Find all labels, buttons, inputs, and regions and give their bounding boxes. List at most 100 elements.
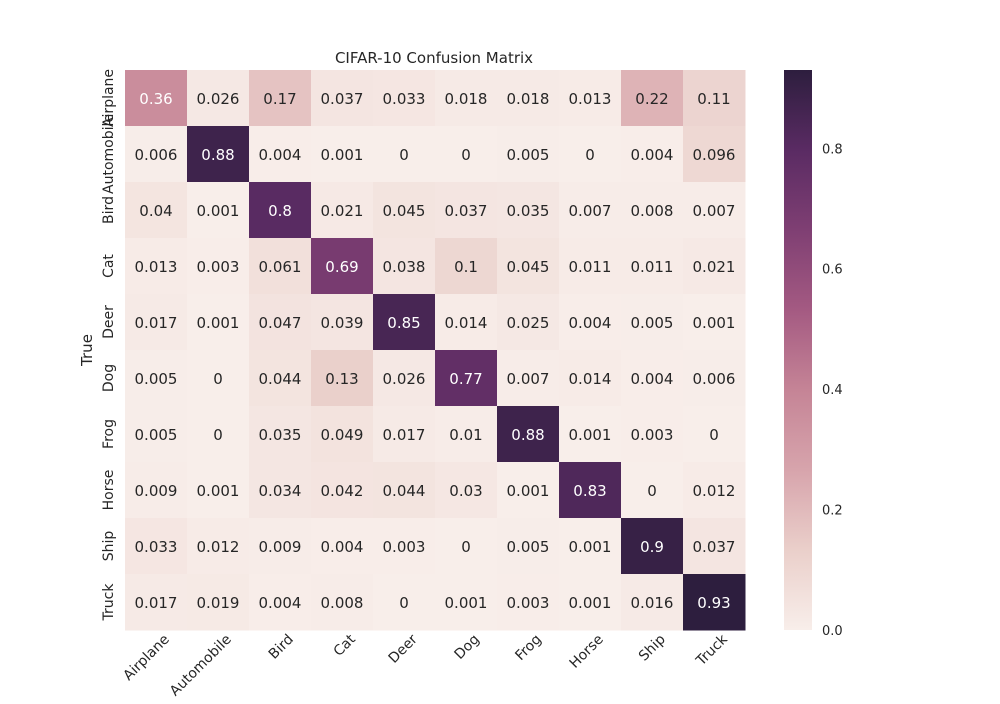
- cell-value-label: 0.001: [197, 314, 240, 332]
- heatmap-cell: [187, 70, 250, 127]
- heatmap-cell: [683, 182, 746, 239]
- heatmap-cell: [683, 126, 746, 183]
- cell-value-label: 0.009: [135, 482, 178, 500]
- cell-value-label: 0.011: [569, 258, 612, 276]
- cell-value-label: 0.012: [693, 482, 736, 500]
- heatmap-cell: [311, 518, 374, 575]
- heatmap-cell: [497, 574, 560, 631]
- cell-value-label: 0.36: [139, 90, 172, 108]
- cell-value-label: 0.93: [697, 594, 730, 612]
- cell-value-label: 0.037: [693, 538, 736, 556]
- cell-value-label: 0: [709, 426, 719, 444]
- heatmap-cell: [311, 182, 374, 239]
- heatmap-cell: [249, 126, 312, 183]
- heatmap-cell: [125, 350, 188, 407]
- cell-value-label: 0.001: [197, 482, 240, 500]
- heatmap-cell: [249, 518, 312, 575]
- cell-value-label: 0.039: [321, 314, 364, 332]
- cell-value-label: 0.17: [263, 90, 296, 108]
- heatmap-cell: [373, 70, 436, 127]
- y-tick-label: Dog: [101, 364, 117, 392]
- cell-value-label: 0: [585, 146, 595, 164]
- heatmap-cell: [559, 350, 622, 407]
- heatmap-cell: [683, 406, 746, 463]
- heatmap-cell: [311, 406, 374, 463]
- heatmap-cell: [497, 294, 560, 351]
- colorbar-tick-label: 0.2: [822, 504, 843, 519]
- chart-title: CIFAR-10 Confusion Matrix: [335, 49, 533, 67]
- heatmap-cell: [187, 294, 250, 351]
- cell-value-label: 0.018: [445, 90, 488, 108]
- heatmap-cell: [435, 574, 498, 631]
- cell-value-label: 0.096: [693, 146, 736, 164]
- heatmap-cell: [497, 462, 560, 519]
- y-tick-label: Airplane: [101, 69, 117, 127]
- heatmap-cell: [497, 238, 560, 295]
- cell-value-label: 0.003: [631, 426, 674, 444]
- heatmap-cell: [435, 126, 498, 183]
- heatmap-cell: [125, 406, 188, 463]
- heatmap-cell: [435, 238, 498, 295]
- cell-value-label: 0.001: [569, 594, 612, 612]
- cell-value-label: 0.1: [454, 258, 478, 276]
- heatmap-cell: [125, 182, 188, 239]
- heatmap-cell: [683, 350, 746, 407]
- heatmap-cell: [497, 406, 560, 463]
- heatmap-cell: [187, 238, 250, 295]
- heatmap-cell: [373, 238, 436, 295]
- y-tick-label: Automobile: [101, 114, 117, 194]
- cell-value-label: 0.005: [135, 370, 178, 388]
- cell-value-label: 0.83: [573, 482, 606, 500]
- cell-value-label: 0.037: [321, 90, 364, 108]
- heatmap-cell: [249, 70, 312, 127]
- cell-value-label: 0.9: [640, 538, 664, 556]
- heatmap-cell: [621, 126, 684, 183]
- cell-value-label: 0: [461, 146, 471, 164]
- heatmap-cell: [435, 182, 498, 239]
- cell-value-label: 0.047: [259, 314, 302, 332]
- cell-value-label: 0.001: [197, 202, 240, 220]
- heatmap-cell: [435, 406, 498, 463]
- cell-value-label: 0.012: [197, 538, 240, 556]
- cell-value-label: 0.001: [321, 146, 364, 164]
- x-tick-label: Horse: [567, 632, 607, 672]
- heatmap-cell: [435, 70, 498, 127]
- heatmap-cell: [621, 350, 684, 407]
- heatmap-cell: [621, 294, 684, 351]
- x-tick-label: Dog: [452, 632, 483, 663]
- colorbar-tick-label: 0.0: [822, 624, 843, 639]
- cell-value-label: 0.044: [259, 370, 302, 388]
- heatmap-cell: [559, 294, 622, 351]
- heatmap-cell: [373, 462, 436, 519]
- heatmap-cell: [559, 462, 622, 519]
- x-tick-label: Ship: [636, 631, 669, 664]
- cell-value-label: 0.021: [693, 258, 736, 276]
- heatmap-cell: [373, 126, 436, 183]
- cell-value-label: 0.044: [383, 482, 426, 500]
- cell-value-label: 0.69: [325, 258, 358, 276]
- heatmap-cell: [311, 462, 374, 519]
- x-tick-label: Deer: [386, 631, 421, 666]
- heatmap-cell: [683, 462, 746, 519]
- heatmap-cell: [683, 294, 746, 351]
- heatmap-cell: [373, 406, 436, 463]
- cell-value-label: 0.035: [259, 426, 302, 444]
- cell-value-label: 0.049: [321, 426, 364, 444]
- cell-value-label: 0.001: [569, 426, 612, 444]
- cell-value-label: 0.017: [135, 314, 178, 332]
- colorbar-tick-label: 0.8: [822, 142, 843, 157]
- heatmap-cells: 0.36 0.026 0.17 0.037 0.033 0.018 0.018 0.013 0.…: [125, 70, 746, 631]
- heatmap-cell: [559, 406, 622, 463]
- colorbar-tick-label: 0.4: [822, 383, 843, 398]
- cell-value-label: 0.004: [631, 146, 674, 164]
- cell-value-label: 0.019: [197, 594, 240, 612]
- cell-value-label: 0.005: [631, 314, 674, 332]
- cell-value-label: 0: [647, 482, 657, 500]
- heatmap-cell: [187, 350, 250, 407]
- cell-value-label: 0.005: [507, 538, 550, 556]
- heatmap-cell: [559, 126, 622, 183]
- heatmap-cell: [373, 350, 436, 407]
